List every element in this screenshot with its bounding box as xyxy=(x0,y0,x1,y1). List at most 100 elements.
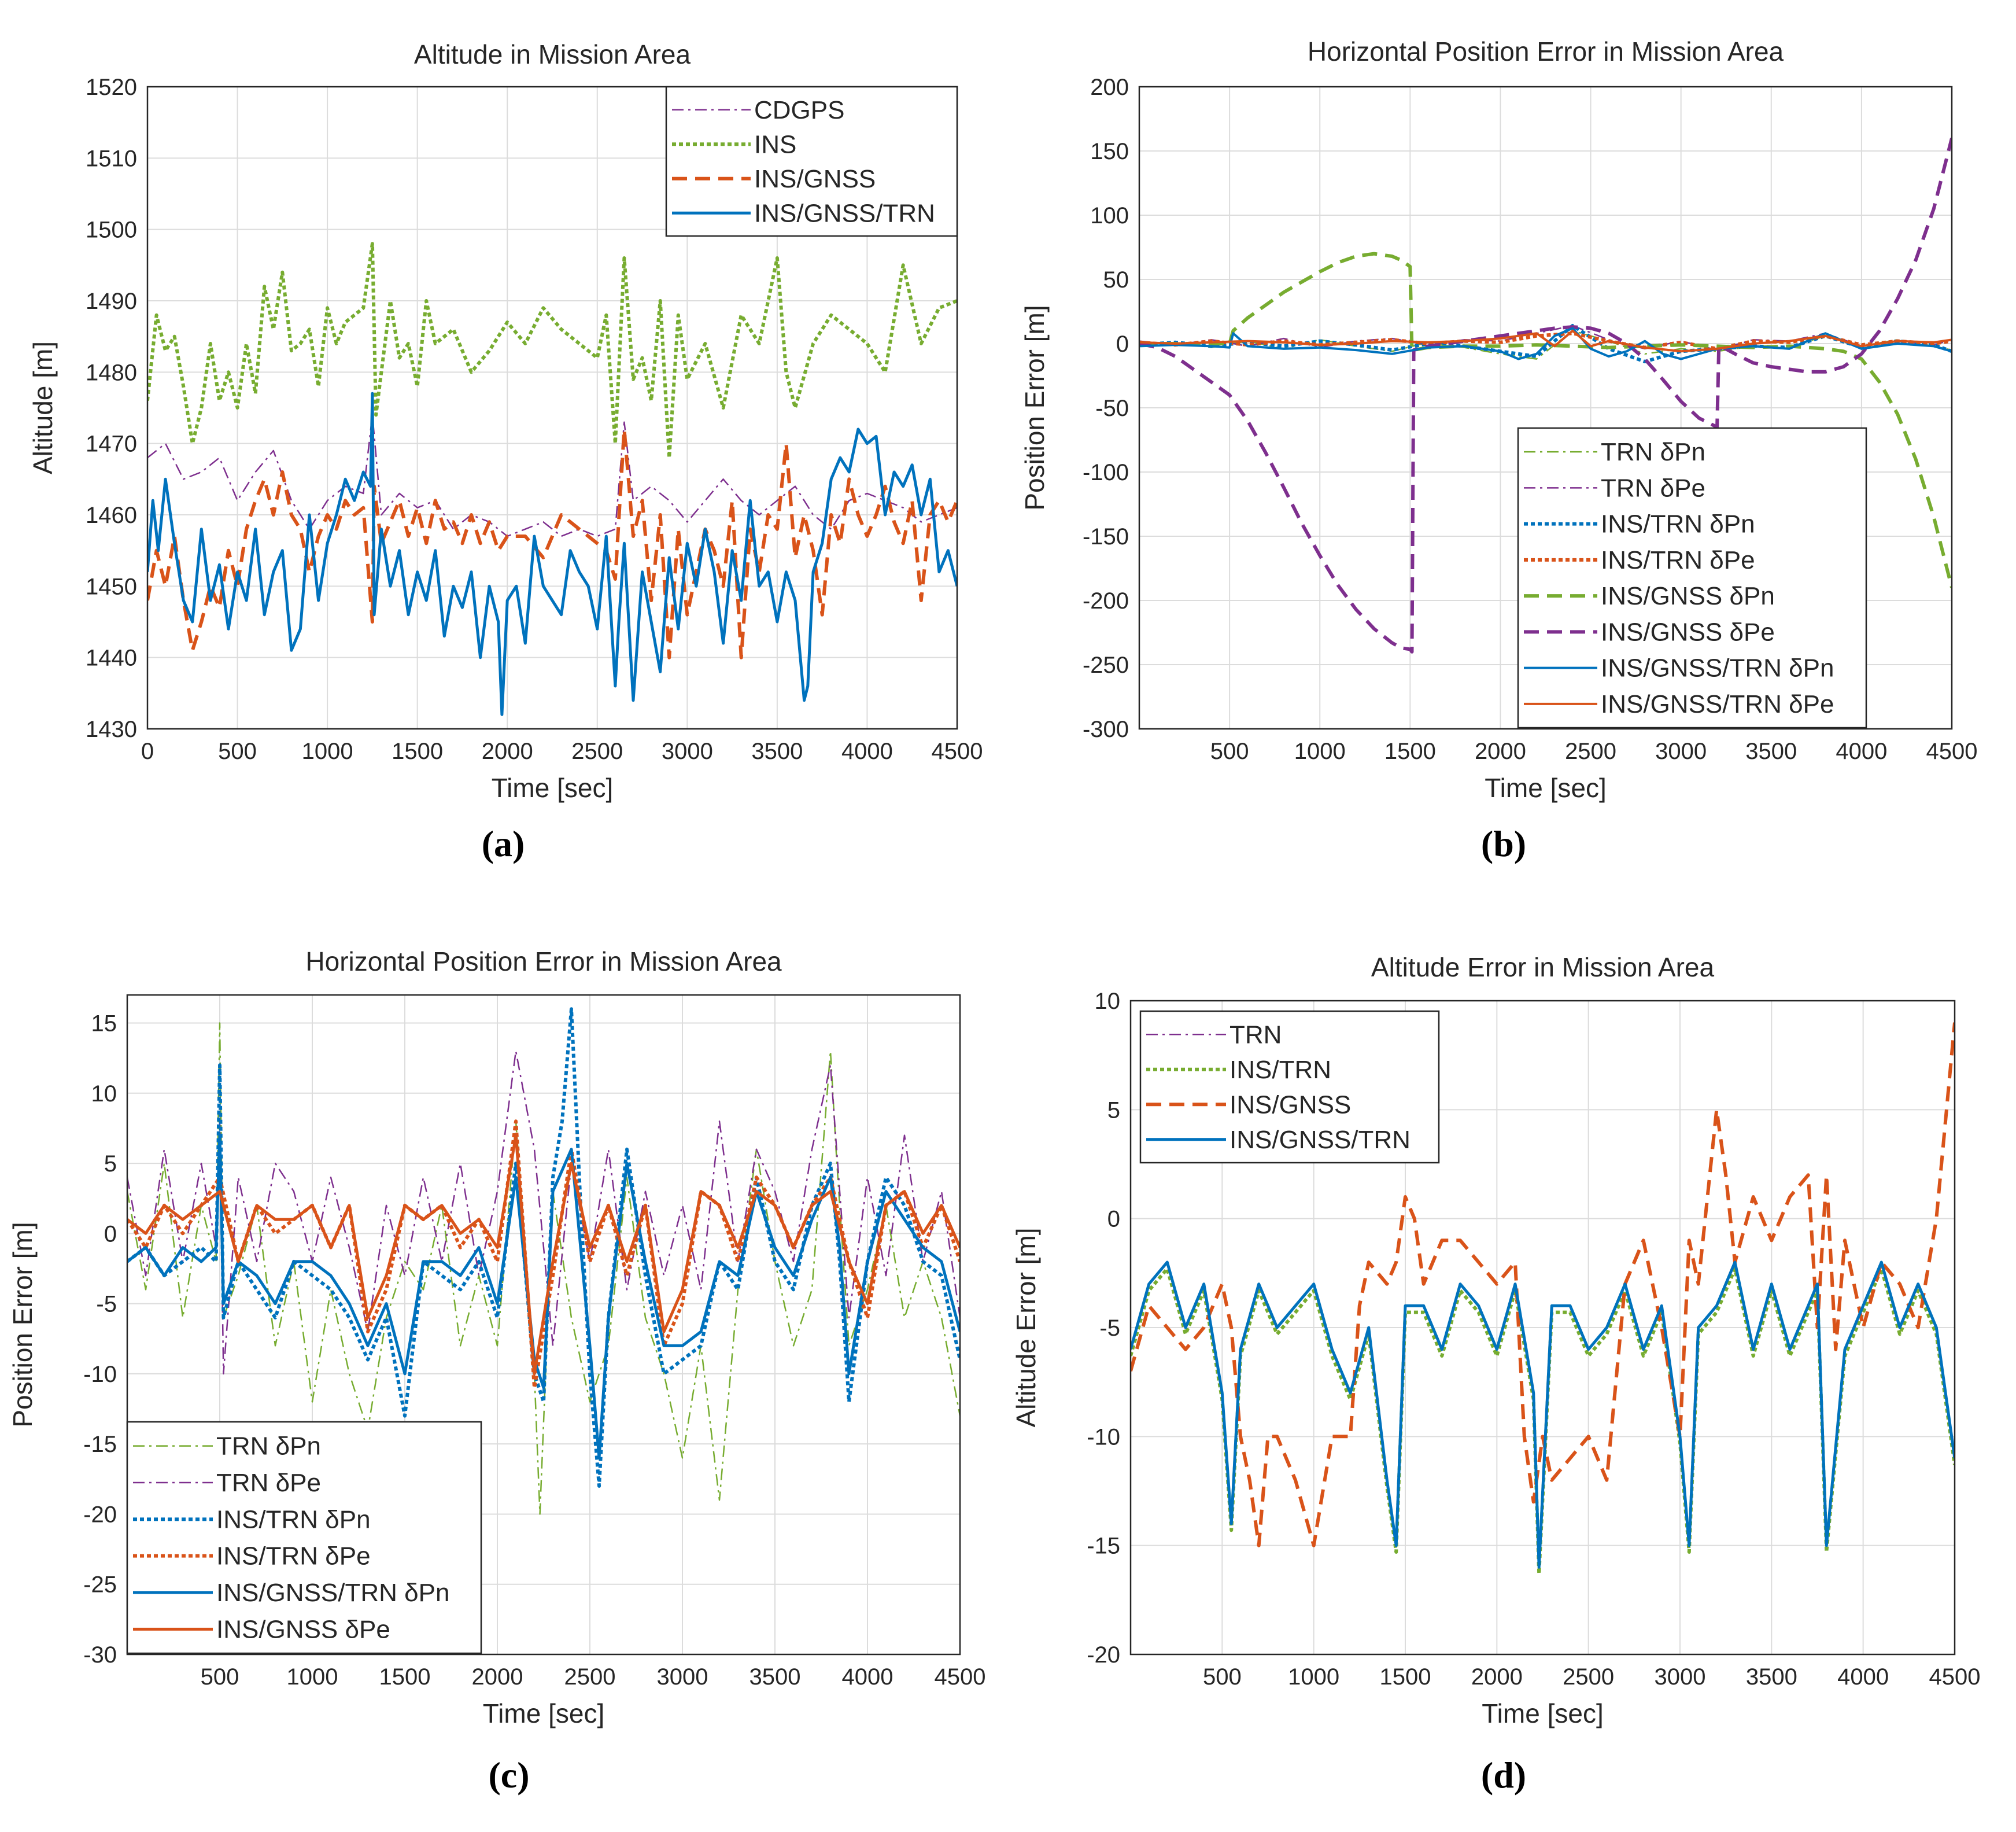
x-tick-label: 3500 xyxy=(1745,739,1797,764)
x-tick-label: 2000 xyxy=(472,1664,523,1690)
series-group xyxy=(147,242,957,716)
y-tick-label: 1510 xyxy=(86,146,137,171)
y-tick-label: 1490 xyxy=(86,289,137,314)
y-tick-label: 10 xyxy=(1095,989,1121,1014)
chart-title: Horizontal Position Error in Mission Are… xyxy=(305,946,782,976)
series-line-4 xyxy=(147,392,957,716)
x-tick-label: 2000 xyxy=(1471,1664,1523,1690)
panel-caption: (d) xyxy=(1481,1754,1526,1796)
y-tick-label: 10 xyxy=(91,1081,117,1107)
x-tick-label: 1500 xyxy=(1380,1664,1431,1690)
y-tick-label: 50 xyxy=(1103,267,1129,293)
y-tick-label: 5 xyxy=(104,1151,117,1177)
legend: TRN INS/TRN INS/GNSS INS/GNSS/TRN xyxy=(1139,1010,1440,1164)
series-line-7 xyxy=(1139,327,1952,360)
y-tick-label: -10 xyxy=(1087,1424,1120,1450)
x-tick-label: 500 xyxy=(1203,1664,1242,1690)
y-tick-label: -300 xyxy=(1083,717,1129,742)
x-tick-label: 2500 xyxy=(1565,739,1616,764)
x-tick-label: 4500 xyxy=(1926,739,1978,764)
x-tick-label: 4500 xyxy=(935,1664,986,1690)
legend-label: INS/GNSS/TRN xyxy=(1229,1126,1411,1154)
y-tick-label: -150 xyxy=(1083,524,1129,550)
x-tick-label: 0 xyxy=(141,739,154,764)
y-tick-label: 1430 xyxy=(86,717,137,742)
panel-caption: (c) xyxy=(488,1754,529,1796)
series-group xyxy=(1131,1022,1955,1576)
chart-title: Altitude in Mission Area xyxy=(414,39,691,69)
y-tick-label: -15 xyxy=(83,1432,117,1457)
y-axis-label: Position Error [m] xyxy=(8,1222,38,1427)
y-tick-label: -20 xyxy=(83,1502,117,1527)
x-tick-label: 500 xyxy=(218,739,257,764)
panel-caption: (a) xyxy=(482,823,525,864)
x-tick-label: 3000 xyxy=(662,739,713,764)
chart-d: 500 1000 1500 2000 2500 3000 3500 4000 4500 -20 -1… xyxy=(1011,952,1980,1796)
y-tick-label: 15 xyxy=(91,1011,117,1037)
series-line-4 xyxy=(127,1119,960,1390)
legend-label: INS/GNSS/TRN δPn xyxy=(1601,654,1834,683)
legend: TRN δPn TRN δPe INS/TRN δPn INS/TRN δPe INS/… xyxy=(126,1421,482,1654)
legend-label: INS/TRN δPe xyxy=(1601,546,1755,574)
y-tick-label: 1500 xyxy=(86,218,137,243)
series-line-5 xyxy=(127,1134,960,1459)
y-tick-label: -250 xyxy=(1083,653,1129,678)
y-tick-label: -25 xyxy=(83,1572,117,1598)
x-tick-label: 1000 xyxy=(302,739,353,764)
x-tick-label: 2000 xyxy=(482,739,533,764)
axes-frame xyxy=(146,86,958,730)
y-tick-label: 1450 xyxy=(86,574,137,599)
legend-label: INS/GNSS/TRN δPe xyxy=(1601,690,1834,718)
legend: TRN δPn TRN δPe INS/TRN δPn INS/TRN δPe INS/… xyxy=(1517,427,1867,729)
y-tick-label: 150 xyxy=(1090,139,1129,164)
y-tick-label: 1480 xyxy=(86,360,137,385)
series-line-3 xyxy=(1131,1022,1955,1547)
legend-label: INS/TRN δPe xyxy=(216,1542,371,1571)
x-tick-label: 1500 xyxy=(379,1664,431,1690)
y-tick-label: 0 xyxy=(1107,1207,1120,1232)
legend: CDGPS INS INS/GNSS INS/GNSS/TRN xyxy=(665,86,958,237)
series-line-6 xyxy=(1139,138,1952,654)
legend-label: TRN δPn xyxy=(1601,438,1705,466)
x-tick-label: 4000 xyxy=(841,739,893,764)
legend-label: TRN δPn xyxy=(216,1432,321,1461)
x-axis-label: Time [sec] xyxy=(1485,773,1606,803)
y-tick-label: 0 xyxy=(1116,331,1129,357)
x-tick-label: 500 xyxy=(201,1664,239,1690)
axes-frame xyxy=(126,994,961,1656)
series-line-3 xyxy=(147,427,957,659)
axes-frame xyxy=(1138,86,1953,730)
chart-title: Altitude Error in Mission Area xyxy=(1371,952,1715,982)
series-line-5 xyxy=(1139,252,1952,588)
x-tick-label: 1000 xyxy=(1294,739,1346,764)
legend-label: INS/GNSS xyxy=(754,165,876,193)
x-tick-label: 2500 xyxy=(564,1664,616,1690)
series-line-2 xyxy=(1131,1267,1955,1576)
x-tick-label: 4500 xyxy=(1929,1664,1981,1690)
x-tick-label: 3000 xyxy=(1655,1664,1706,1690)
x-tick-label: 2500 xyxy=(1563,1664,1614,1690)
y-tick-label: -50 xyxy=(1095,396,1129,421)
chart-a: 0 500 1000 1500 2000 2500 3000 3500 4000 4500 1430… xyxy=(28,39,983,864)
y-tick-label: -30 xyxy=(83,1642,117,1668)
legend-label: TRN δPe xyxy=(216,1469,321,1497)
legend-box xyxy=(1139,1010,1440,1164)
y-tick-label: -20 xyxy=(1087,1642,1120,1668)
y-tick-label: 200 xyxy=(1090,75,1129,100)
legend-label: INS/GNSS δPe xyxy=(216,1615,390,1643)
x-tick-label: 3500 xyxy=(1746,1664,1797,1690)
x-tick-label: 500 xyxy=(1210,739,1249,764)
y-tick-label: -5 xyxy=(1099,1315,1120,1341)
series-line-3 xyxy=(127,1007,960,1488)
x-tick-label: 3000 xyxy=(657,1664,708,1690)
x-tick-label: 1000 xyxy=(1288,1664,1339,1690)
x-axis-label: Time [sec] xyxy=(492,773,613,803)
series-line-3 xyxy=(1139,323,1952,364)
x-tick-label: 4500 xyxy=(932,739,983,764)
series-group xyxy=(1139,138,1952,654)
y-tick-label: -5 xyxy=(96,1292,117,1317)
legend-label: TRN δPe xyxy=(1601,474,1705,502)
legend-label: INS/GNSS δPe xyxy=(1601,618,1775,646)
y-axis-label: Altitude Error [m] xyxy=(1011,1228,1041,1427)
legend-label: INS/TRN δPn xyxy=(1601,510,1755,539)
